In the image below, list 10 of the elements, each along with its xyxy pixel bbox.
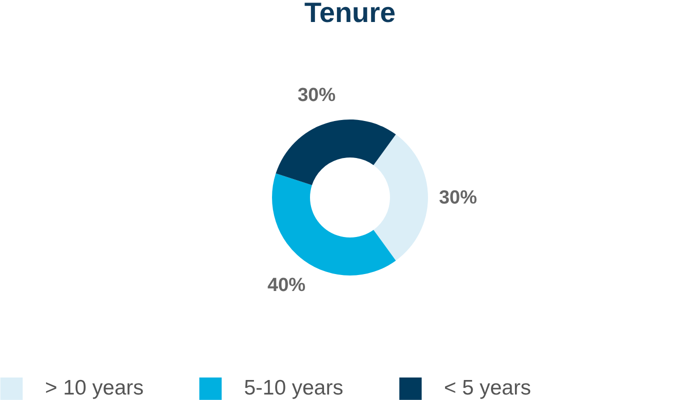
chart-title: Tenure [304, 0, 396, 28]
data-label: 30% [298, 84, 336, 106]
data-label: 40% [268, 274, 306, 296]
legend-label: < 5 years [444, 376, 531, 400]
legend-label: 5-10 years [244, 376, 344, 400]
data-label: 30% [438, 188, 478, 208]
donut-slice [374, 134, 428, 261]
donut-slice [276, 120, 396, 186]
donut-slice [272, 173, 396, 276]
legend-label: > 10 years [45, 376, 144, 400]
